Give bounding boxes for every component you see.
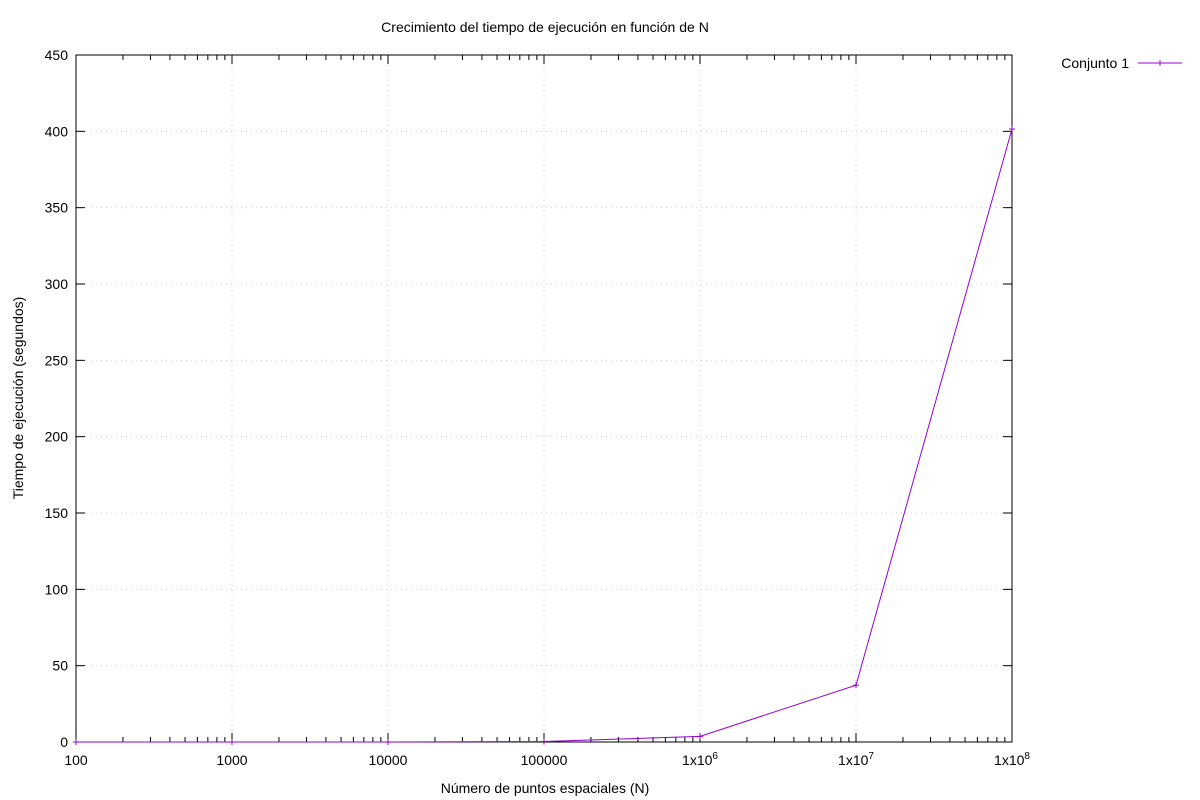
x-tick-label: 100000 bbox=[521, 752, 568, 768]
chart-title: Crecimiento del tiempo de ejecución en f… bbox=[381, 19, 709, 35]
y-tick-label: 200 bbox=[45, 429, 69, 445]
data-point bbox=[385, 738, 391, 745]
y-tick-label: 450 bbox=[45, 47, 69, 63]
y-tick-label: 350 bbox=[45, 200, 69, 216]
y-tick-label: 400 bbox=[45, 123, 69, 139]
x-tick-label: 1x108 bbox=[994, 751, 1030, 768]
y-tick-label: 0 bbox=[60, 734, 68, 750]
data-point bbox=[541, 738, 547, 745]
x-tick-label: 100 bbox=[64, 752, 88, 768]
grid bbox=[76, 55, 1012, 742]
x-tick-label: 1000 bbox=[216, 752, 247, 768]
x-tick-labels: 100 1000 10000 100000 1x106 1x107 1x108 bbox=[64, 751, 1030, 768]
legend-label-conjunto-1: Conjunto 1 bbox=[1061, 55, 1129, 71]
y-axis-label: Tiempo de ejecución (segundos) bbox=[10, 297, 26, 500]
x-tick-label: 10000 bbox=[369, 752, 408, 768]
y-tick-label: 100 bbox=[45, 581, 69, 597]
y-tick-labels: 0 50 100 150 200 250 300 350 400 450 bbox=[45, 47, 69, 750]
data-point bbox=[1009, 126, 1015, 133]
data-point bbox=[853, 682, 859, 689]
data-point bbox=[229, 738, 235, 745]
data-point bbox=[697, 733, 703, 740]
y-tick-label: 150 bbox=[45, 505, 69, 521]
legend: Conjunto 1 bbox=[1061, 55, 1182, 71]
x-axis-label: Número de puntos espaciales (N) bbox=[441, 780, 650, 796]
data-point bbox=[73, 738, 79, 745]
series-layer bbox=[73, 126, 1015, 745]
x-tick-label: 1x106 bbox=[682, 751, 718, 768]
y-tick-label: 250 bbox=[45, 352, 69, 368]
y-tick-label: 300 bbox=[45, 276, 69, 292]
legend-swatch-marker bbox=[1157, 60, 1163, 66]
x-tick-label: 1x107 bbox=[838, 751, 874, 768]
y-tick-label: 50 bbox=[52, 658, 68, 674]
